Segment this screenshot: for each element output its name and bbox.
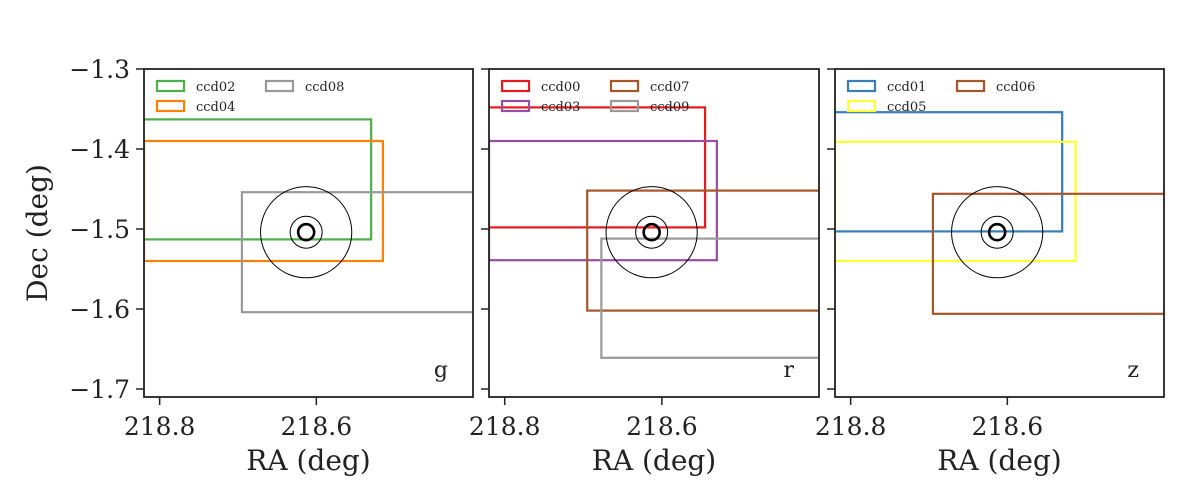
target-circle-3: [260, 186, 353, 279]
panel-z: 218.8 218.6 RA (deg) z ccd01 ccd05 ccd06: [815, 68, 1165, 477]
legend-swatch: [609, 99, 640, 113]
legend-label: ccd04: [196, 100, 235, 115]
legend-item-ccd02: ccd02: [155, 79, 235, 95]
legend-label: ccd09: [650, 100, 689, 115]
footprint-ccd04: [144, 139, 385, 263]
legend-item-ccd03: ccd03: [500, 99, 580, 115]
legend-item-ccd07: ccd07: [609, 79, 689, 95]
legend-item-ccd06: ccd06: [955, 79, 1035, 95]
band-label: r: [783, 358, 794, 383]
x-tick-label: 218.8: [469, 412, 541, 441]
legend-swatch: [264, 79, 295, 93]
y-tick-label: −1.7: [69, 375, 130, 404]
legend-label: ccd01: [887, 80, 926, 95]
legend-label: ccd00: [541, 80, 580, 95]
y-tick-label: −1.3: [69, 55, 130, 84]
legend-label: ccd07: [650, 80, 689, 95]
legend-swatch: [846, 99, 877, 113]
y-tick-label: −1.4: [69, 135, 130, 164]
target-circle-1: [987, 222, 1007, 242]
y-tick-label: −1.5: [69, 215, 130, 244]
target-circle-3: [605, 186, 698, 279]
legend-label: ccd03: [541, 100, 580, 115]
panel-r: 218.8 218.6 RA (deg) r ccd00 ccd03 ccd07 ccd09: [469, 68, 820, 477]
legend-label: ccd08: [305, 80, 344, 95]
footprint-ccd03: [489, 139, 718, 262]
footprint-ccd02: [144, 118, 373, 241]
band-label: z: [1127, 358, 1139, 383]
legend-label: ccd02: [196, 80, 235, 95]
x-axis-title: RA (deg): [246, 444, 370, 477]
legend-swatch: [955, 79, 986, 93]
legend: ccd00 ccd03 ccd07 ccd09: [500, 79, 689, 115]
x-tick-label: 218.8: [124, 412, 196, 441]
y-axis-title: Dec (deg): [21, 164, 54, 302]
footprint-ccd00: [489, 106, 707, 229]
legend-swatch: [500, 99, 531, 113]
plot-area: [835, 111, 1164, 315]
legend-label: ccd06: [996, 80, 1035, 95]
band-label: g: [434, 358, 448, 383]
x-tick-label: 218.6: [626, 412, 698, 441]
footprint-ccd05: [835, 140, 1077, 263]
axes-frame: [488, 68, 820, 398]
footprint-ccd01: [835, 111, 1064, 233]
footprint-ccd08: [240, 191, 473, 314]
target-circle-3: [951, 186, 1044, 279]
axes-frame: [834, 68, 1165, 398]
target-circle-2: [635, 215, 669, 249]
legend-item-ccd04: ccd04: [155, 99, 235, 115]
panel-g: 218.8 218.6 −1.3 −1.4 −1.5 −1.6 −1.7 RA (deg) De…: [21, 55, 474, 477]
target-circle-2: [980, 215, 1014, 249]
x-tick-label: 218.6: [972, 412, 1044, 441]
legend-label: ccd05: [887, 100, 926, 115]
footprint-ccd09: [600, 237, 819, 359]
x-axis-title: RA (deg): [592, 444, 716, 477]
axes-frame: [143, 68, 474, 398]
x-tick-label: 218.8: [815, 412, 887, 441]
plot-area: [489, 106, 819, 359]
legend-swatch: [500, 79, 531, 93]
target-circle-1: [296, 222, 316, 242]
legend-item-ccd05: ccd05: [846, 99, 926, 115]
legend: ccd01 ccd05 ccd06: [846, 79, 1035, 115]
target-circle-2: [289, 215, 323, 249]
plot-area: [144, 118, 473, 314]
y-tick-label: −1.6: [69, 295, 130, 324]
footprint-ccd07: [586, 189, 819, 312]
legend-swatch: [155, 79, 186, 93]
target-circle-1: [642, 222, 661, 242]
legend-item-ccd08: ccd08: [264, 79, 344, 95]
legend-item-ccd00: ccd00: [500, 79, 580, 95]
x-tick-label: 218.6: [281, 412, 353, 441]
x-axis-title: RA (deg): [937, 444, 1061, 477]
legend: ccd02 ccd04 ccd08: [155, 79, 344, 115]
legend-swatch: [609, 79, 640, 93]
legend-item-ccd09: ccd09: [609, 99, 689, 115]
legend-item-ccd01: ccd01: [846, 79, 926, 95]
legend-swatch: [155, 99, 186, 113]
legend-swatch: [846, 79, 877, 93]
footprint-ccd06: [931, 192, 1164, 315]
